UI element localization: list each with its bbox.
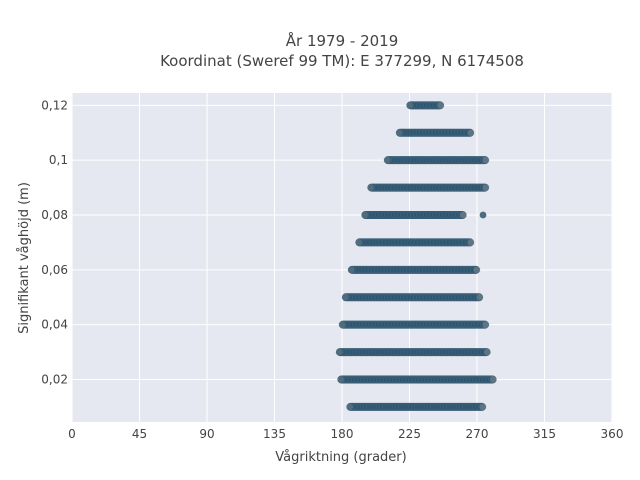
data-point	[337, 376, 345, 383]
x-tick-label: 315	[533, 427, 556, 441]
x-tick-label: 225	[398, 427, 421, 441]
data-point	[479, 211, 487, 219]
x-tick-label: 135	[263, 427, 286, 441]
data-point	[341, 293, 349, 301]
chart-title-line1: År 1979 - 2019	[286, 31, 399, 50]
data-points	[335, 101, 497, 411]
x-axis-label: Vågriktning (grader)	[275, 450, 406, 465]
data-point	[476, 293, 484, 301]
y-tick-label: 0,1	[49, 153, 68, 167]
data-point	[335, 348, 343, 356]
data-point	[483, 348, 491, 356]
y-tick-label: 0,12	[41, 98, 68, 112]
data-point	[355, 239, 363, 246]
data-point	[473, 266, 481, 274]
data-point	[406, 101, 414, 109]
data-point	[479, 403, 487, 411]
x-axis-ticks: 0 45 90 135 180 225 270 315 360	[68, 427, 623, 441]
y-tick-label: 0,06	[41, 263, 68, 277]
x-tick-label: 0	[68, 427, 76, 441]
x-tick-label: 180	[331, 427, 354, 441]
data-point	[395, 129, 403, 137]
data-point	[467, 239, 475, 246]
data-point	[482, 184, 490, 191]
x-tick-label: 45	[132, 427, 147, 441]
data-point	[489, 376, 497, 383]
x-tick-label: 360	[601, 427, 624, 441]
y-tick-label: 0,04	[41, 318, 68, 332]
data-point	[482, 156, 490, 164]
data-point	[482, 321, 490, 329]
data-point	[437, 101, 445, 109]
y-tick-label: 0,02	[41, 373, 68, 387]
data-point	[459, 211, 467, 219]
y-axis-ticks: 0,02 0,04 0,06 0,08 0,1 0,12	[41, 98, 68, 386]
data-point	[338, 321, 346, 329]
data-point	[467, 129, 475, 137]
data-point	[346, 403, 354, 411]
data-point	[383, 156, 391, 164]
data-point	[367, 184, 375, 191]
data-point	[347, 266, 355, 274]
data-point	[361, 211, 369, 219]
x-tick-label: 270	[466, 427, 489, 441]
y-tick-label: 0,08	[41, 208, 68, 222]
chart-title-line2: Koordinat (Sweref 99 TM): E 377299, N 61…	[160, 52, 524, 70]
x-tick-label: 90	[199, 427, 214, 441]
y-axis-label: Signifikant våghöjd (m)	[17, 182, 32, 334]
